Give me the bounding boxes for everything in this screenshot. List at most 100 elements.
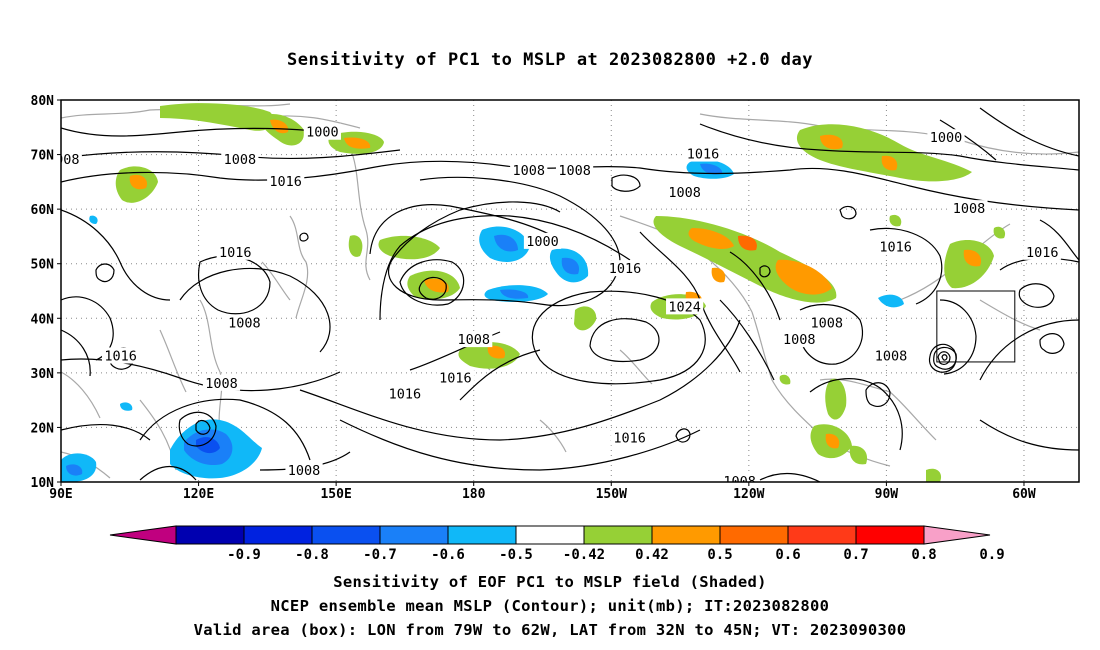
map-title: Sensitivity of PC1 to MSLP at 2023082800… <box>286 50 813 70</box>
contour-label-bg <box>721 473 759 482</box>
lon-label: 60W <box>1012 487 1036 502</box>
colorbar-arrow-high <box>923 525 991 545</box>
contour-label: 1008 <box>875 348 908 364</box>
contour-label: 1016 <box>687 147 720 163</box>
lat-label: 50N <box>31 258 55 273</box>
contour-label: 1008 <box>512 163 545 179</box>
contour-label: 1008 <box>205 376 238 392</box>
contour-label: 1008 <box>811 316 844 332</box>
colorbar-label: -0.6 <box>431 547 465 563</box>
contour-label: 1016 <box>609 261 642 277</box>
contour-label: 1016 <box>104 348 137 364</box>
lat-label: 20N <box>31 421 55 436</box>
footer-line-2: NCEP ensemble mean MSLP (Contour); unit(… <box>270 597 830 615</box>
contour-label: 1008 <box>228 316 261 332</box>
contour-label-bg <box>1023 243 1061 260</box>
contour-label: 1016 <box>269 174 302 190</box>
footer-line-1: Sensitivity of EOF PC1 to MSLP field (Sh… <box>333 573 767 591</box>
valid-area-box <box>936 290 1016 363</box>
contour-label: 1024 <box>668 299 701 315</box>
contour-label: 1008 <box>288 463 321 479</box>
contour-label-bg <box>510 161 548 178</box>
contour-label-bg <box>666 183 704 200</box>
contour-label-bg <box>927 129 965 146</box>
contour-label: 1016 <box>219 245 252 261</box>
contour-label: 1008 <box>723 474 756 490</box>
colorbar: -0.9 -0.8 -0.7 -0.6 -0.5 -0.42 0.42 0.5 0.6 0.7 0.… <box>109 525 1005 563</box>
lon-label: 120W <box>733 487 764 502</box>
contour-label: 1016 <box>389 387 422 403</box>
colorbar-arrow-low <box>109 525 177 545</box>
colorbar-swatch <box>515 525 585 545</box>
colorbar-swatch <box>175 525 245 545</box>
contour-label: 1008 <box>558 163 591 179</box>
lon-label: 150W <box>596 487 627 502</box>
contour-label-bg <box>455 331 493 348</box>
contour-label: 1016 <box>1026 245 1059 261</box>
contour-label-bg <box>555 161 594 178</box>
contour-label-bg <box>216 243 254 260</box>
colorbar-label: 0.9 <box>979 547 1004 563</box>
colorbar-label: -0.42 <box>563 547 605 563</box>
colorbar-swatch <box>787 525 857 545</box>
contour-label: 1008 <box>953 201 986 217</box>
colorbar-swatch <box>379 525 449 545</box>
colorbar-label: -0.9 <box>227 547 261 563</box>
contour-label: 1000 <box>930 130 963 146</box>
contour-label: 1000 <box>306 125 339 141</box>
contour-label-bg <box>225 314 264 331</box>
colorbar-swatch <box>447 525 517 545</box>
map-frame <box>60 99 1080 483</box>
contour-label-bg <box>285 462 323 479</box>
lon-label: 150E <box>320 487 351 502</box>
contour-label-bg <box>523 232 562 249</box>
lat-label: 10N <box>31 476 55 491</box>
colorbar-swatch <box>651 525 721 545</box>
contour-label: 1016 <box>613 430 646 446</box>
colorbar-swatch <box>583 525 653 545</box>
contour-label: 1008 <box>783 332 816 348</box>
contour-label-bg <box>221 151 259 168</box>
footer-line-3: Valid area (box): LON from 79W to 62W, L… <box>193 621 907 639</box>
lat-label: 70N <box>31 149 55 164</box>
colorbar-label: 0.6 <box>775 547 800 563</box>
lat-label: 60N <box>31 203 55 218</box>
contour-label-bg <box>386 385 424 402</box>
colorbar-swatch <box>855 525 925 545</box>
contour-label-bg <box>303 123 341 140</box>
contour-label-bg <box>808 314 846 331</box>
contour-label-bg <box>436 369 474 386</box>
colorbar-label: 0.7 <box>843 547 868 563</box>
contour-label-bg <box>872 347 910 364</box>
lat-label: 40N <box>31 312 55 327</box>
contour-label: 1016 <box>439 370 472 386</box>
colorbar-label: -0.7 <box>363 547 397 563</box>
colorbar-label: -0.8 <box>295 547 329 563</box>
contour-label: 1008 <box>47 152 80 168</box>
colorbar-label: 0.42 <box>635 547 669 563</box>
contour-label: 1008 <box>224 152 257 168</box>
contour-label-bg <box>61 151 82 168</box>
contour-label-bg <box>606 260 644 277</box>
contour-label-bg <box>611 429 649 446</box>
contour-label-bg <box>950 200 988 217</box>
contour-label: 1016 <box>879 239 912 255</box>
contour-label: 1008 <box>457 332 490 348</box>
lon-label: 90W <box>875 487 899 502</box>
mslp-contours <box>61 107 1079 482</box>
contour-label: 1008 <box>668 185 701 201</box>
contour-label-bg <box>684 145 722 162</box>
contour-label-bg <box>780 331 818 348</box>
contour-label-bg <box>267 172 305 189</box>
lat-label: 80N <box>31 94 55 109</box>
contour-label-bg <box>202 374 241 391</box>
negative-sensitivity <box>61 159 904 482</box>
lon-label: 90E <box>49 487 72 502</box>
contour-label-bg <box>876 238 915 255</box>
contour-label: 1000 <box>526 234 559 250</box>
lon-label: 180 <box>462 487 486 502</box>
colorbar-swatch <box>311 525 381 545</box>
contour-label-bg <box>102 347 140 364</box>
